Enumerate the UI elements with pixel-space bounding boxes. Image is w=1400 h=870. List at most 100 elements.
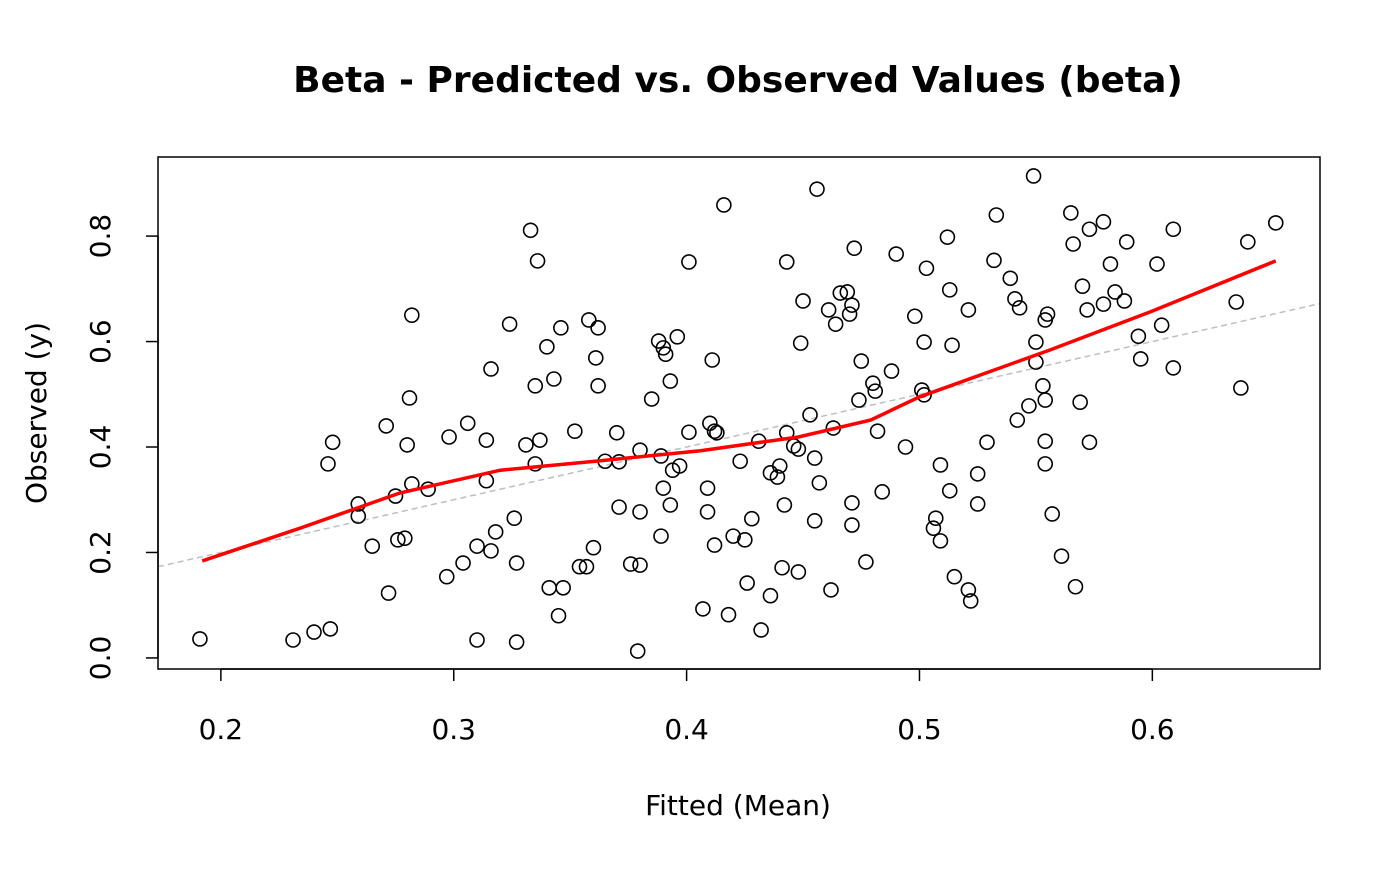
data-point	[527, 378, 544, 394]
data-point	[1063, 205, 1079, 221]
data-point	[1037, 392, 1054, 408]
data-point	[380, 585, 397, 601]
x-axis-label: Fitted (Mean)	[645, 789, 831, 822]
data-point	[1228, 294, 1244, 310]
data-point	[632, 557, 648, 573]
data-point	[590, 320, 606, 336]
data-point	[1065, 236, 1081, 252]
data-point	[1021, 398, 1037, 414]
data-point	[527, 456, 544, 472]
data-point	[774, 559, 790, 576]
data-point	[1095, 296, 1112, 312]
data-point	[671, 458, 688, 474]
x-tick-label: 0.5	[897, 713, 942, 746]
data-point	[790, 564, 807, 580]
data-point	[795, 293, 811, 309]
data-point	[1037, 456, 1054, 472]
data-point	[827, 316, 844, 332]
data-point	[918, 260, 935, 277]
data-point	[1240, 234, 1256, 250]
data-point	[404, 307, 420, 323]
data-point	[669, 329, 686, 345]
data-point	[508, 555, 525, 571]
data-point	[441, 429, 457, 445]
data-point	[438, 568, 455, 585]
data-point	[1267, 215, 1284, 231]
y-tick-label: 0.4	[84, 425, 117, 470]
data-point	[1165, 221, 1182, 238]
data-point	[809, 181, 825, 197]
data-point	[390, 532, 406, 548]
data-point	[611, 453, 627, 470]
data-point	[532, 432, 548, 448]
smooth-line	[201, 259, 1277, 563]
data-point	[907, 308, 923, 325]
data-point	[806, 513, 823, 529]
data-point	[459, 415, 476, 432]
data-point	[1044, 506, 1061, 522]
data-point	[608, 424, 625, 441]
data-point	[792, 335, 809, 351]
data-point	[962, 593, 979, 609]
data-point	[1116, 293, 1133, 309]
data-point	[1009, 412, 1026, 428]
y-axis-label: Observed (y)	[20, 322, 53, 504]
data-point	[1130, 328, 1147, 345]
data-point	[720, 606, 737, 623]
data-point	[478, 432, 495, 448]
data-point	[555, 579, 571, 596]
data-point	[771, 458, 788, 474]
data-point	[969, 466, 986, 482]
data-point	[324, 434, 341, 451]
data-point	[518, 437, 534, 453]
data-point	[725, 528, 741, 544]
data-point	[941, 482, 958, 499]
data-point	[988, 207, 1005, 223]
data-point	[655, 480, 672, 496]
x-tick-label: 0.2	[199, 713, 244, 746]
data-point	[1081, 221, 1098, 238]
data-point	[1079, 302, 1095, 318]
data-point	[629, 643, 646, 659]
data-point	[960, 302, 977, 318]
data-point	[709, 424, 725, 441]
data-point	[1102, 256, 1119, 272]
data-point	[1039, 306, 1056, 322]
data-point	[662, 373, 679, 389]
data-point	[1118, 234, 1135, 250]
data-point	[778, 254, 795, 270]
data-point	[699, 504, 716, 520]
x-tick-label: 0.6	[1130, 713, 1175, 746]
data-point	[851, 392, 867, 408]
data-point	[320, 456, 336, 472]
data-point	[622, 556, 639, 572]
data-point	[844, 517, 860, 533]
data-point	[483, 543, 499, 559]
data-point	[874, 484, 891, 500]
data-point	[927, 510, 944, 526]
data-point	[681, 424, 697, 441]
data-point	[1165, 360, 1182, 376]
data-point	[869, 423, 886, 439]
data-point	[1053, 548, 1070, 564]
data-point	[643, 391, 660, 407]
data-point	[1107, 284, 1123, 300]
data-point	[769, 469, 786, 485]
data-point	[706, 423, 723, 439]
data-point	[695, 601, 711, 617]
data-point	[578, 558, 595, 575]
data-point	[662, 497, 679, 513]
data-point	[739, 575, 755, 591]
data-point	[941, 282, 958, 298]
data-point	[364, 538, 381, 554]
data-point	[322, 621, 339, 637]
data-point	[1081, 434, 1098, 451]
data-point	[590, 378, 606, 394]
data-point	[587, 350, 604, 366]
data-point	[378, 418, 395, 434]
data-point	[285, 632, 301, 648]
data-point	[567, 423, 583, 439]
data-point	[585, 539, 602, 556]
data-point	[455, 555, 471, 571]
